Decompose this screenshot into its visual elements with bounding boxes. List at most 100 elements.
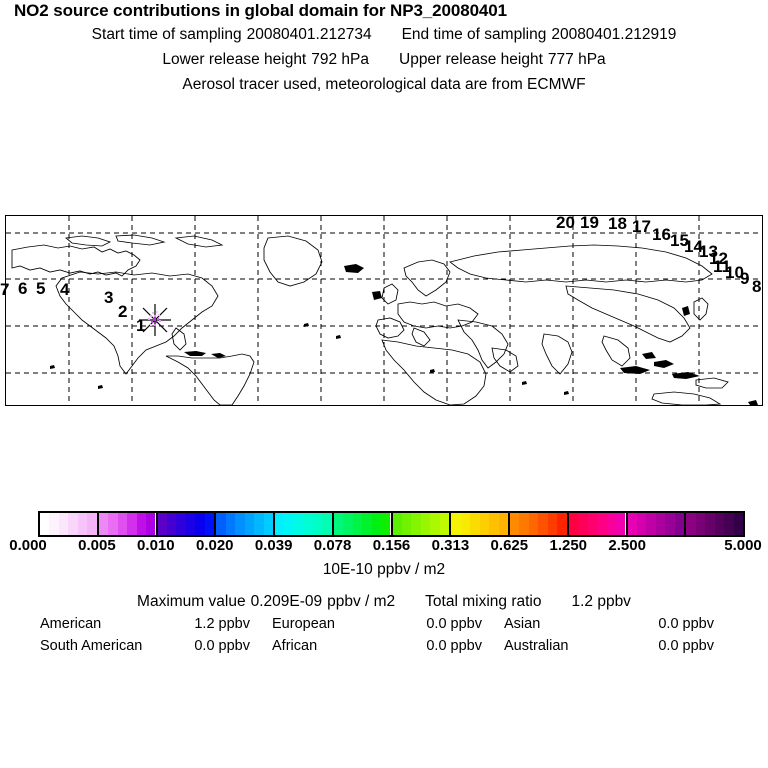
colorbar-step-11-0 [686,513,696,535]
footer-statistics: Maximum value 0.209E-09 ppbv / m2 Total mix… [0,590,768,657]
page-title: NO2 source contributions in global domai… [14,1,507,20]
region-name: Asian [504,616,541,632]
sampling-end-value: 20080401.212919 [551,26,677,43]
colorbar-step-1-0 [98,513,109,535]
colorbar-tick-2: 0.010 [137,537,175,554]
trajectory-day-2: 2 [118,302,128,321]
method-note: Aerosol tracer used, meteorological data… [182,76,586,93]
trajectory-day-9: 9 [740,269,750,288]
colorbar-step-1-4 [136,513,147,535]
colorbar-step-1-2 [117,513,128,535]
trajectory-day-18: 18 [608,214,627,233]
colorbar-unit-label: 10E-10 ppbv / m2 [322,561,446,578]
colorbar-tick-labels: 0.000 0.005 0.010 0.020 0.039 0.078 0.156 0.313… [0,537,768,555]
colorbar-step-2-0 [157,513,167,535]
trajectory-day-11: 11 [713,257,731,276]
colorbar-band-4 [275,513,334,535]
total-mixing-ratio-value: 1.2 ppbv [571,593,631,610]
colorbar-step-10-4 [665,513,675,535]
upper-release-height-value: 777 hPa [547,51,606,68]
colorbar-band-0 [40,513,99,535]
colorbar-step-7-0 [451,513,461,535]
colorbar-step-6-3 [420,513,431,535]
colorbar-step-11-1 [695,513,706,535]
colorbar-step-7-1 [460,513,471,535]
colorbar-tick-6: 0.156 [372,537,411,554]
release-height-line: Lower release height 792 hPa Upper release… [0,47,768,72]
region-cell-asian: Asian 0.0 ppbv [504,613,736,635]
region-cell-european: European 0.0 ppbv [272,613,504,635]
colorbar-step-2-2 [176,513,186,535]
colorbar-step-11-3 [714,513,725,535]
colorbar-step-3-5 [263,513,273,535]
colorbar-band-3 [216,513,275,535]
region-value: 0.0 ppbv [426,638,482,654]
trajectory-day-16: 16 [652,225,671,244]
colorbar-step-10-1 [636,513,647,535]
colorbar-step-4-1 [284,513,294,535]
lower-release-height-value: 792 hPa [311,51,369,68]
colorbar-strip [38,511,745,537]
colorbar-band-9 [568,513,628,535]
colorbar-step-10-2 [646,513,656,535]
region-contributions-row-1: American 1.2 ppbv European 0.0 ppbv Asian 0.0… [0,613,768,635]
colorbar-step-5-5 [381,513,391,535]
colorbar-step-6-5 [439,513,450,535]
region-name: American [40,616,102,632]
colorbar-step-8-1 [519,513,529,535]
colorbar-band-6 [392,513,452,535]
colorbar-step-2-5 [204,513,215,535]
maximum-value-unit: ppbv / m2 [327,593,396,610]
star-glyph [139,304,171,336]
colorbar-step-5-3 [362,513,372,535]
colorbar [38,511,745,537]
colorbar-tick-3: 0.020 [195,537,234,554]
sampling-end-label: End time of sampling [401,26,547,43]
region-name: African [272,638,318,654]
colorbar-step-0-5 [87,513,97,535]
region-name: European [272,616,335,632]
map-plot-area [5,215,763,406]
region-value: 0.0 ppbv [658,616,714,632]
trajectory-day-15: 15 [670,231,689,250]
world-map-svg [6,216,762,405]
colorbar-step-1-5 [146,513,156,535]
colorbar-step-7-2 [470,513,480,535]
colorbar-tick-10: 2.500 [608,537,646,554]
lower-release-height-label: Lower release height [162,51,307,68]
colorbar-step-9-5 [616,513,626,535]
colorbar-step-4-0 [275,513,285,535]
colorbar-step-8-2 [528,513,539,535]
colorbar-step-11-5 [733,513,743,535]
colorbar-band-10 [627,513,687,535]
trajectory-day-1: 1 [136,316,146,335]
total-mixing-ratio-label: Total mixing ratio [425,593,542,610]
colorbar-tick-5: 0.078 [313,537,352,554]
colorbar-step-6-1 [401,513,412,535]
colorbar-step-0-1 [49,513,59,535]
colorbar-step-8-4 [547,513,558,535]
colorbar-step-8-3 [538,513,548,535]
trajectory-day-12: 12 [709,249,728,268]
colorbar-step-0-4 [77,513,88,535]
colorbar-step-1-1 [108,513,118,535]
trajectory-day-14: 14 [684,237,703,256]
colorbar-step-7-4 [489,513,499,535]
trajectory-day-8: 8 [752,277,762,296]
region-contributions-row-2: South American 0.0 ppbv African 0.0 ppbv Aus… [0,635,768,657]
region-value: 1.2 ppbv [194,616,250,632]
colorbar-step-10-0 [627,513,637,535]
colorbar-step-10-5 [674,513,685,535]
region-name: Australian [504,638,569,654]
trajectory-day-10: 10 [725,263,744,282]
trajectory-day-6: 6 [18,279,28,298]
colorbar-tick-11: 5.000 [724,537,762,554]
header-block: NO2 source contributions in global domai… [0,0,768,97]
colorbar-tick-8: 0.625 [490,537,529,554]
maximum-value-label: Maximum value [137,593,246,610]
colorbar-step-4-2 [293,513,304,535]
colorbar-step-9-0 [568,513,579,535]
colorbar-step-2-4 [195,513,205,535]
summary-row: Maximum value 0.209E-09 ppbv / m2 Total mix… [0,590,768,613]
colorbar-step-0-3 [68,513,78,535]
